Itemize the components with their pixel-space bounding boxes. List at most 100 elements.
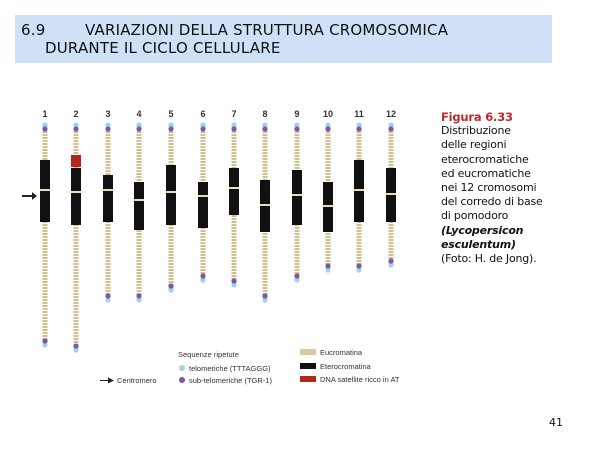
subtelomere-dot: [179, 377, 185, 383]
caption-line: (Lycopersicon: [441, 223, 524, 237]
chromosome-number: 8: [262, 109, 267, 119]
telomere: [231, 122, 237, 128]
chromosome-number: 9: [294, 109, 299, 119]
telomere: [105, 122, 111, 128]
telomere: [168, 287, 174, 293]
caption-body: Distribuzione delle regioni eterocromatich…: [441, 124, 591, 266]
heterochromatin: [166, 165, 176, 225]
heterochromatin: [134, 182, 144, 230]
legend-text: Centromero: [117, 376, 157, 385]
subtelomere: [262, 293, 268, 299]
telomere: [168, 122, 174, 128]
chromosome-number: 2: [73, 109, 78, 119]
chromosome-number: 6: [200, 109, 205, 119]
subtelomere: [356, 126, 362, 132]
telomere: [200, 122, 206, 128]
subtelomere: [231, 278, 237, 284]
figure-caption: Figura 6.33 Distribuzione delle regioni et…: [441, 110, 591, 266]
telomere: [73, 347, 79, 353]
subtelomere: [105, 126, 111, 132]
subtelomere: [325, 263, 331, 269]
legend-heading: Sequenze ripetute: [178, 350, 239, 359]
subtelomere: [388, 258, 394, 264]
section-number: 6.9: [21, 21, 46, 39]
subtelomere: [262, 126, 268, 132]
subtelomere: [388, 126, 394, 132]
caption-line: di pomodoro: [441, 209, 509, 223]
centromere: [354, 189, 364, 191]
telomere: [356, 122, 362, 128]
telomere: [42, 122, 48, 128]
chromosome-number: 4: [136, 109, 141, 119]
heterochromatin: [292, 170, 302, 225]
subtelomere: [73, 126, 79, 132]
telomere: [294, 277, 300, 283]
caption-line: eterocromatiche: [441, 152, 529, 166]
telomere: [136, 297, 142, 303]
telomere: [388, 122, 394, 128]
heterochromatin: [103, 175, 113, 222]
telomere: [231, 282, 237, 288]
telomere: [262, 297, 268, 303]
subtelomere: [136, 293, 142, 299]
caption-line: ed eucromatiche: [441, 166, 531, 180]
caption-line: nei 12 cromosomi: [441, 181, 537, 195]
heterochromatin: [198, 182, 208, 228]
subtelomere: [105, 293, 111, 299]
telomere: [294, 122, 300, 128]
centromere: [260, 204, 270, 206]
centromere-arrow: [22, 192, 37, 200]
subtelomere: [325, 126, 331, 132]
chromosome-number: 7: [231, 109, 236, 119]
chromosome-number: 11: [354, 109, 364, 119]
header-band: 6.9 VARIAZIONI DELLA STRUTTURA CROMOSOMI…: [15, 15, 552, 63]
centromere: [134, 199, 144, 201]
caption-line: esculentum): [441, 237, 516, 251]
centromere: [229, 187, 239, 189]
legend-text: Eterocromatina: [320, 362, 372, 371]
title-line: DURANTE IL CICLO CELLULARE: [45, 39, 281, 57]
telomere: [73, 122, 79, 128]
legend-text: sub-telomeriche (TGR-1): [189, 376, 272, 385]
subtelomere: [356, 263, 362, 269]
figure-background: [20, 100, 420, 392]
legend-text: telomeriche (TTTAGGG): [189, 364, 271, 373]
telomere-dot: [179, 365, 185, 371]
chromosome-figure: Sequenze ripetute telomeriche (TTTAGGG) …: [20, 100, 420, 392]
subtelomere: [42, 126, 48, 132]
chromosome-number: 5: [168, 109, 173, 119]
centromere: [323, 205, 333, 207]
subtelomere: [200, 126, 206, 132]
subtelomere: [294, 273, 300, 279]
telomere: [325, 267, 331, 273]
centromere: [386, 193, 396, 195]
chromosome-number: 1: [42, 109, 47, 119]
caption-line: del corredo di base: [441, 195, 543, 209]
subtelomere: [168, 283, 174, 289]
legend-text: Eucromatina: [320, 348, 363, 357]
caption-line: (Foto: H. de Jong).: [441, 252, 537, 266]
subtelomere: [136, 126, 142, 132]
caption-label: Figura 6.33: [441, 110, 513, 124]
caption-line: Distribuzione: [441, 124, 511, 138]
legend-text: DNA satellite ricco in AT: [320, 375, 400, 384]
heterochromatin-swatch: [300, 363, 316, 369]
telomere: [136, 122, 142, 128]
satellite-swatch: [300, 376, 316, 382]
chromosome-number: 10: [323, 109, 333, 119]
subtelomere: [231, 126, 237, 132]
title-line: VARIAZIONI DELLA STRUTTURA CROMOSOMICA: [85, 21, 449, 39]
centromere: [198, 195, 208, 197]
telomere: [356, 267, 362, 273]
centromere: [40, 189, 50, 191]
subtelomere: [294, 126, 300, 132]
euchromatin-swatch: [300, 349, 316, 355]
telomere: [262, 122, 268, 128]
satellite-dna: [71, 155, 81, 167]
subtelomere: [73, 343, 79, 349]
heterochromatin: [229, 168, 239, 215]
chromosome-number: 12: [386, 109, 396, 119]
telomere: [42, 342, 48, 348]
centromere: [292, 194, 302, 196]
